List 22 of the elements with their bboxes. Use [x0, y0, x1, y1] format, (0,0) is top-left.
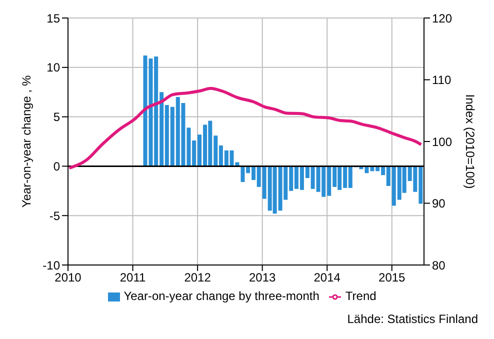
y-tick-label: 10 — [46, 60, 60, 75]
y-tick-label: 15 — [46, 11, 60, 26]
y2-axis-title: Index (2010=100) — [462, 94, 477, 189]
y2-tick-label: 110 — [432, 73, 452, 88]
y-tick-label: -10 — [42, 258, 60, 272]
y2-tick-label: 120 — [432, 11, 452, 26]
y-tick-label: 0 — [53, 159, 60, 174]
y2-tick-label: 80 — [432, 258, 446, 272]
legend-label: Year-on-year change by three-month — [124, 289, 320, 303]
legend-label: Trend — [345, 289, 376, 303]
x-tick-label: 2011 — [120, 270, 146, 285]
x-tick-label: 2010 — [54, 270, 82, 285]
x-tick-label: 2014 — [314, 270, 341, 285]
y2-tick-label: 100 — [432, 134, 452, 149]
y2-tick-label: 90 — [432, 196, 446, 211]
y-axis-title: Year-on-year change , % — [19, 75, 34, 208]
x-tick-label: 2015 — [378, 270, 406, 285]
text: Lähde: Statistics Finland — [346, 312, 479, 326]
y-tick-label: -5 — [49, 208, 60, 223]
x-tick-label: 2012 — [184, 270, 212, 285]
x-tick-label: 2013 — [248, 270, 276, 285]
y-tick-label: 5 — [53, 110, 60, 124]
